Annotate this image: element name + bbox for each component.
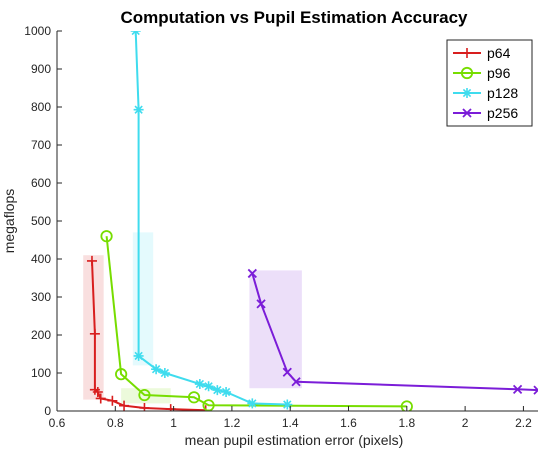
- data-point-p128: [130, 31, 141, 36]
- plot-clip-group: [83, 31, 538, 411]
- legend-item-p128: p128: [453, 85, 518, 101]
- series-p128: [130, 31, 293, 410]
- series-p64: [86, 255, 211, 411]
- axes: 0.6 0.8 1 1.2 1.4 1.6 1.8 2 2.2 0 100 200 300 400 500 6…: [24, 24, 538, 430]
- data-point-p96: [400, 400, 413, 411]
- legend-marker-p256: [462, 108, 472, 118]
- y-tick-label: 900: [31, 62, 51, 76]
- y-tick-label: 800: [31, 100, 51, 114]
- legend-label-p256: p256: [487, 105, 518, 121]
- y-tick-label: 100: [31, 366, 51, 380]
- data-point-p96: [187, 391, 201, 404]
- data-point-p128: [282, 399, 293, 410]
- data-point-p256: [533, 385, 538, 395]
- legend-marker-p96: [460, 66, 474, 80]
- data-point-p96: [202, 399, 215, 411]
- legend-item-p256: p256: [453, 105, 518, 121]
- y-tick-label: 500: [31, 214, 51, 228]
- data-point-p96: [138, 388, 151, 402]
- y-tick-label: 600: [31, 176, 51, 190]
- data-point-p64: [89, 328, 100, 339]
- y-tick-label: 300: [31, 290, 51, 304]
- data-point-p64: [92, 387, 103, 397]
- y-tick-label: 1000: [24, 24, 51, 38]
- band-p64: [83, 255, 104, 400]
- legend-label-p96: p96: [487, 65, 511, 81]
- data-point-p256: [291, 377, 301, 387]
- x-tick-label: 1: [170, 416, 177, 430]
- data-point-p256: [256, 299, 266, 309]
- data-point-p128: [203, 381, 214, 392]
- data-point-p64: [139, 402, 150, 411]
- data-point-p64: [107, 395, 118, 406]
- legend-marker-p128: [462, 88, 472, 98]
- data-point-p96: [100, 230, 113, 243]
- data-point-p128: [151, 364, 162, 375]
- data-point-p256: [512, 384, 523, 394]
- legend-item-p96: p96: [453, 65, 511, 81]
- y-tick-label: 400: [31, 252, 51, 266]
- legend: p64 p96 p128 p256: [446, 39, 533, 127]
- y-tick-label: 0: [44, 404, 51, 418]
- data-point-p128: [221, 387, 232, 397]
- x-tick-label: 1.6: [340, 416, 357, 430]
- y-tick-label: 200: [31, 328, 51, 342]
- chart-title: Computation vs Pupil Estimation Accuracy: [121, 8, 469, 27]
- y-tick-label: 700: [31, 138, 51, 152]
- y-axis-title: megaflops: [1, 189, 17, 254]
- data-point-p64: [95, 393, 106, 404]
- data-point-p128: [212, 385, 223, 396]
- x-tick-label: 1.2: [224, 416, 241, 430]
- x-tick-label: 1.4: [282, 416, 299, 430]
- series-line-p256: [251, 273, 538, 392]
- data-point-p128: [159, 368, 170, 378]
- series-p256: [247, 268, 538, 395]
- x-tick-label: 2: [462, 416, 469, 430]
- data-point-p128: [194, 379, 205, 390]
- x-axis-title: mean pupil estimation error (pixels): [185, 432, 404, 448]
- legend-item-p64: p64: [453, 45, 511, 61]
- data-point-p64: [86, 255, 97, 266]
- data-point-p64: [165, 404, 176, 411]
- x-tick-label: 0.8: [107, 416, 124, 430]
- data-point-p128: [133, 350, 144, 361]
- legend-label-p128: p128: [487, 85, 518, 101]
- data-point-p256: [247, 268, 257, 279]
- data-point-p64: [119, 400, 130, 411]
- legend-label-p64: p64: [487, 45, 511, 61]
- series-line-p96: [105, 236, 407, 408]
- series-line-p64: [91, 260, 206, 411]
- data-point-p96: [115, 368, 128, 381]
- x-tick-label: 0.6: [49, 416, 66, 430]
- data-point-p256: [282, 367, 292, 377]
- legend-marker-p64: [462, 48, 472, 58]
- plot-area: [83, 31, 538, 411]
- series-p96: [100, 230, 413, 411]
- legend-box: [446, 39, 533, 127]
- band-p128: [132, 232, 154, 366]
- data-point-p128: [133, 104, 144, 115]
- x-tick-label: 1.8: [398, 416, 415, 430]
- data-point-p128: [247, 398, 258, 409]
- x-tick-label: 2.2: [515, 416, 532, 430]
